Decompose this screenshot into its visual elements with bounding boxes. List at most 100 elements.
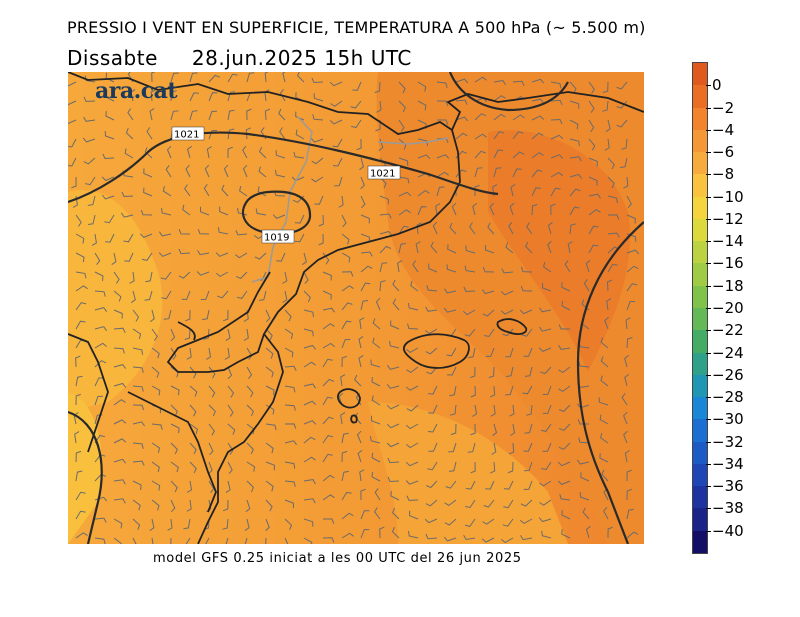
wind-barb	[509, 202, 515, 216]
wind-barb	[512, 151, 525, 159]
wind-barb	[569, 188, 581, 197]
wind-barb	[569, 156, 582, 162]
wind-barb	[163, 309, 172, 320]
wind-barb	[113, 498, 126, 504]
wind-barb	[472, 202, 478, 216]
wind-barb	[356, 138, 362, 151]
wind-barb	[75, 271, 87, 279]
wind-barb	[436, 171, 449, 178]
colorbar-tick	[706, 352, 711, 354]
wind-barb	[390, 320, 400, 330]
wind-barb	[398, 176, 410, 184]
wind-barb	[197, 229, 210, 235]
wind-barb	[547, 221, 553, 235]
wind-barb	[294, 233, 305, 243]
wind-barb	[445, 480, 457, 489]
wind-barb	[132, 421, 146, 427]
isobar-label: 1019	[264, 233, 289, 244]
wind-barb	[203, 328, 210, 340]
wind-barb	[538, 326, 552, 332]
wind-barb	[474, 133, 487, 140]
wind-barb	[303, 400, 317, 406]
wind-barb	[523, 347, 533, 357]
wind-barb	[386, 423, 400, 429]
wind-barb	[332, 138, 343, 148]
wind-barb	[311, 77, 324, 84]
wind-barb	[208, 74, 220, 83]
weather-map: 1021 1021 1019	[68, 72, 644, 544]
wind-barb	[123, 233, 134, 243]
wind-barb	[170, 461, 179, 473]
wind-barb	[170, 423, 180, 434]
wind-barb	[580, 472, 590, 482]
wind-barb	[606, 298, 612, 311]
wind-barb	[208, 423, 216, 436]
wind-barb	[398, 243, 407, 254]
wind-barb	[564, 260, 571, 273]
wind-barb	[370, 435, 381, 444]
wind-barb	[124, 252, 134, 262]
wind-barb	[531, 169, 543, 178]
wind-barb	[512, 114, 525, 121]
wind-barb	[489, 385, 496, 398]
wind-barb	[132, 385, 144, 392]
mid-zone-south	[368, 402, 568, 544]
wind-barb	[427, 385, 438, 395]
wind-barb	[626, 488, 633, 501]
wind-barb	[223, 164, 229, 178]
wind-barb	[488, 366, 495, 379]
wind-barb	[417, 154, 431, 159]
wind-barb	[374, 81, 381, 94]
wind-barb	[265, 480, 274, 492]
colorbar-tick	[706, 463, 711, 465]
wind-barb	[372, 337, 381, 349]
wind-barb	[371, 452, 381, 463]
wind-barb	[322, 396, 333, 406]
wind-barb	[84, 75, 96, 83]
wind-barb	[510, 183, 516, 197]
wind-barb	[455, 99, 468, 105]
wind-barb	[245, 499, 251, 513]
wind-barb	[284, 309, 292, 322]
wind-barb	[68, 157, 77, 167]
wind-barb	[350, 119, 362, 129]
isobar-1019	[241, 190, 312, 235]
colorbar-tick	[706, 308, 711, 309]
isobar-label: 1021	[370, 169, 395, 180]
wind-barb	[185, 537, 191, 544]
wind-barb	[257, 186, 267, 197]
wind-barb	[626, 265, 639, 273]
wind-barb	[151, 72, 156, 83]
wind-barb	[561, 529, 571, 539]
wind-barb	[75, 491, 86, 501]
wind-barb	[626, 195, 632, 209]
wind-barb	[543, 261, 552, 273]
colorbar-tick	[706, 196, 711, 198]
wind-barb	[569, 138, 580, 147]
map-subtitle: Dissabte 28.jun.2025 15h UTC	[67, 46, 412, 70]
wind-barb	[526, 404, 533, 416]
wind-barb	[189, 423, 198, 435]
wind-barb	[94, 307, 108, 312]
wind-barb	[569, 173, 583, 179]
wind-barb	[397, 260, 403, 273]
wind-barb	[624, 373, 630, 387]
wind-barb	[605, 119, 611, 133]
wind-barb	[105, 92, 115, 102]
wind-barb	[569, 100, 580, 109]
wind-barb	[322, 494, 335, 501]
wind-barb	[303, 436, 316, 444]
wind-barb	[295, 111, 305, 121]
wind-barb	[558, 442, 571, 450]
wind-barb	[550, 203, 556, 216]
wind-barb	[550, 134, 564, 140]
wind-barb	[113, 382, 127, 388]
wind-barb	[623, 176, 629, 189]
wind-barb	[205, 537, 210, 544]
wind-barb	[111, 252, 117, 266]
wind-barb	[284, 461, 296, 469]
wind-barb	[224, 347, 230, 360]
wind-barb	[149, 107, 155, 121]
wind-barb	[601, 469, 609, 482]
wind-barb	[294, 214, 305, 224]
